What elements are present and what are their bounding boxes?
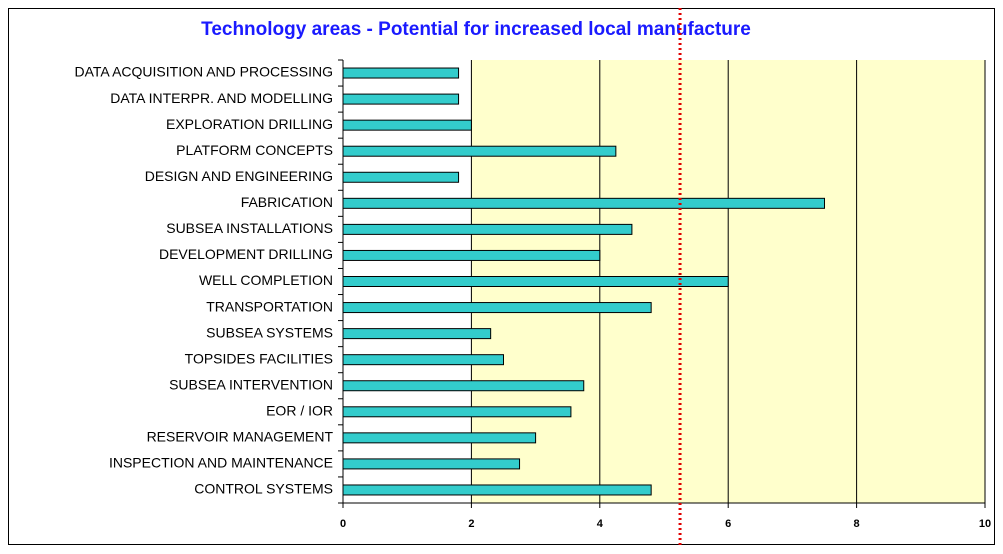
bar (342, 145, 617, 157)
y-tick-label: SUBSEA SYSTEMS (206, 324, 333, 340)
bar (342, 354, 504, 366)
x-tick-label: 2 (468, 518, 474, 530)
bar (342, 276, 729, 287)
bar (342, 223, 633, 235)
bar (342, 302, 652, 314)
y-tick-label: EXPLORATION DRILLING (166, 116, 333, 132)
y-tick-label: EOR / IOR (266, 402, 333, 418)
bar (342, 197, 825, 209)
y-tick-label: DESIGN AND ENGINEERING (145, 168, 333, 184)
x-tick-label: 4 (597, 518, 604, 530)
y-tick-label: INSPECTION AND MAINTENANCE (109, 455, 333, 471)
bar (342, 119, 472, 131)
bar (342, 484, 652, 496)
y-tick-label: PLATFORM CONCEPTS (176, 142, 333, 158)
chart-title: Technology areas - Potential for increas… (201, 19, 751, 40)
y-tick-label: DEVELOPMENT DRILLING (159, 246, 333, 262)
x-tick-label: 6 (725, 518, 731, 530)
bar (342, 432, 537, 444)
bar (342, 458, 521, 470)
y-tick-label: TOPSIDES FACILITIES (185, 350, 333, 366)
bar (342, 380, 585, 392)
y-tick-label: WELL COMPLETION (199, 272, 333, 288)
y-tick-label: CONTROL SYSTEMS (194, 481, 333, 497)
x-tick-label: 8 (854, 518, 860, 530)
y-tick-label: TRANSPORTATION (206, 298, 333, 314)
bar (342, 67, 460, 79)
bar (342, 406, 572, 418)
y-tick-label: DATA INTERPR. AND MODELLING (110, 90, 333, 106)
bar (342, 328, 492, 340)
bar (342, 249, 601, 261)
y-tick-label: RESERVOIR MANAGEMENT (147, 429, 334, 445)
y-tick-label: DATA ACQUISITION AND PROCESSING (74, 64, 333, 80)
y-tick-label: SUBSEA INTERVENTION (169, 376, 333, 392)
y-tick-label: FABRICATION (241, 194, 333, 210)
y-tick-label: SUBSEA INSTALLATIONS (166, 220, 333, 236)
bar (342, 93, 460, 105)
bar (342, 171, 460, 183)
x-tick-label: 10 (979, 518, 991, 530)
x-tick-label: 0 (340, 518, 346, 530)
